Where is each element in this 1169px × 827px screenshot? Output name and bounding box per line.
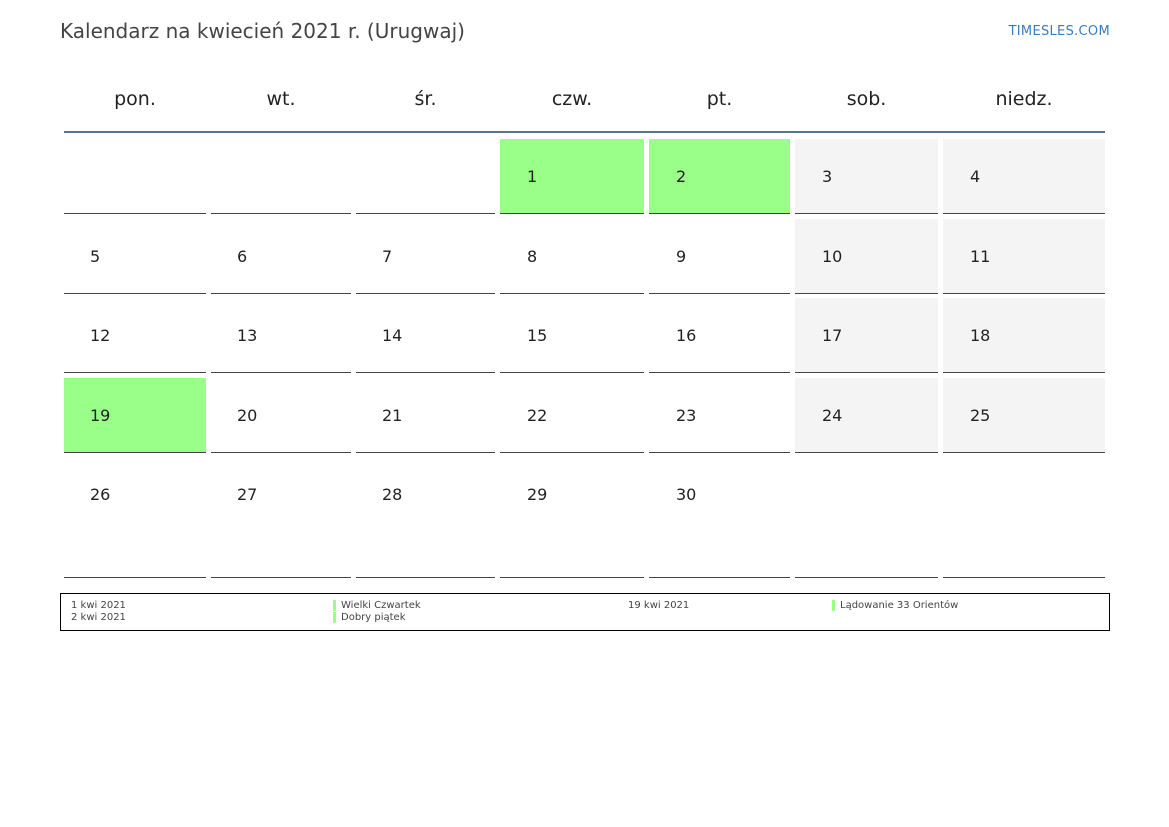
day-cell-4: 4 <box>943 139 1105 214</box>
day-number: 26 <box>90 485 111 504</box>
legend-color-marker <box>333 600 336 611</box>
legend-holiday-name: Wielki Czwartek <box>341 600 421 611</box>
day-number: 17 <box>822 326 843 345</box>
day-number: 28 <box>382 485 403 504</box>
weekday-saturday: sob. <box>846 88 887 110</box>
day-number: 22 <box>527 406 548 425</box>
day-number: 27 <box>237 485 258 504</box>
weekday-header-row: pon. wt. śr. czw. pt. sob. niedz. <box>64 82 1105 116</box>
day-cell-26: 26 <box>64 457 206 578</box>
day-cell-21: 21 <box>356 378 495 453</box>
day-number: 16 <box>676 326 697 345</box>
day-number: 25 <box>970 406 991 425</box>
day-number: 6 <box>237 247 248 266</box>
empty-cell-sat <box>795 457 938 578</box>
day-cell-13: 13 <box>211 298 351 373</box>
day-cell-3: 3 <box>795 139 938 214</box>
day-number: 20 <box>237 406 258 425</box>
day-number: 1 <box>527 167 538 186</box>
weekday-thursday: czw. <box>551 88 593 110</box>
legend-date: 1 kwi 2021 <box>71 600 126 611</box>
day-cell-8: 8 <box>500 219 644 294</box>
brand-link[interactable]: TIMESLES.COM <box>1008 24 1110 39</box>
day-number: 18 <box>970 326 991 345</box>
day-number: 11 <box>970 247 991 266</box>
day-cell-20: 20 <box>211 378 351 453</box>
day-cell-6: 6 <box>211 219 351 294</box>
day-number: 30 <box>676 485 697 504</box>
day-cell-24: 24 <box>795 378 938 453</box>
day-cell-9: 9 <box>649 219 790 294</box>
day-cell-22: 22 <box>500 378 644 453</box>
day-number: 7 <box>382 247 393 266</box>
day-cell-12: 12 <box>64 298 206 373</box>
day-number: 3 <box>822 167 833 186</box>
page-title: Kalendarz na kwiecień 2021 r. (Urugwaj) <box>60 19 465 43</box>
empty-cell-wed <box>356 139 495 214</box>
legend-color-marker <box>832 600 835 611</box>
day-number: 12 <box>90 326 111 345</box>
empty-cell-sun <box>943 457 1105 578</box>
day-number: 23 <box>676 406 697 425</box>
day-cell-10: 10 <box>795 219 938 294</box>
day-number: 4 <box>970 167 981 186</box>
day-cell-19: 19 <box>64 378 206 453</box>
day-cell-16: 16 <box>649 298 790 373</box>
day-number: 9 <box>676 247 687 266</box>
day-number: 19 <box>90 406 111 425</box>
day-number: 13 <box>237 326 258 345</box>
day-number: 2 <box>676 167 687 186</box>
weekday-sunday: niedz. <box>995 88 1053 110</box>
day-cell-1: 1 <box>500 139 644 214</box>
day-number: 24 <box>822 406 843 425</box>
day-number: 21 <box>382 406 403 425</box>
legend-color-marker <box>333 612 336 623</box>
header-divider <box>64 131 1105 133</box>
empty-cell-mon <box>64 139 206 214</box>
day-number: 8 <box>527 247 538 266</box>
day-cell-30: 30 <box>649 457 790 578</box>
legend-holiday-name: Dobry piątek <box>341 612 406 623</box>
legend-holiday-name: Lądowanie 33 Orientów <box>840 600 959 611</box>
day-cell-17: 17 <box>795 298 938 373</box>
legend-date: 2 kwi 2021 <box>71 612 126 623</box>
day-cell-2: 2 <box>649 139 790 214</box>
day-cell-11: 11 <box>943 219 1105 294</box>
day-cell-29: 29 <box>500 457 644 578</box>
empty-cell-tue <box>211 139 351 214</box>
weekday-friday: pt. <box>706 88 733 110</box>
day-cell-15: 15 <box>500 298 644 373</box>
weekday-tuesday: wt. <box>266 88 296 110</box>
day-number: 15 <box>527 326 548 345</box>
day-cell-27: 27 <box>211 457 351 578</box>
day-number: 29 <box>527 485 548 504</box>
day-number: 5 <box>90 247 101 266</box>
legend-date: 19 kwi 2021 <box>628 600 690 611</box>
weekday-wednesday: śr. <box>414 88 437 110</box>
day-cell-25: 25 <box>943 378 1105 453</box>
day-cell-28: 28 <box>356 457 495 578</box>
holiday-legend: 1 kwi 2021 2 kwi 2021 Wielki Czwartek Do… <box>60 593 1110 631</box>
day-cell-18: 18 <box>943 298 1105 373</box>
day-cell-5: 5 <box>64 219 206 294</box>
weekday-monday: pon. <box>114 88 156 110</box>
day-number: 14 <box>382 326 403 345</box>
day-cell-14: 14 <box>356 298 495 373</box>
day-cell-7: 7 <box>356 219 495 294</box>
day-number: 10 <box>822 247 843 266</box>
day-cell-23: 23 <box>649 378 790 453</box>
